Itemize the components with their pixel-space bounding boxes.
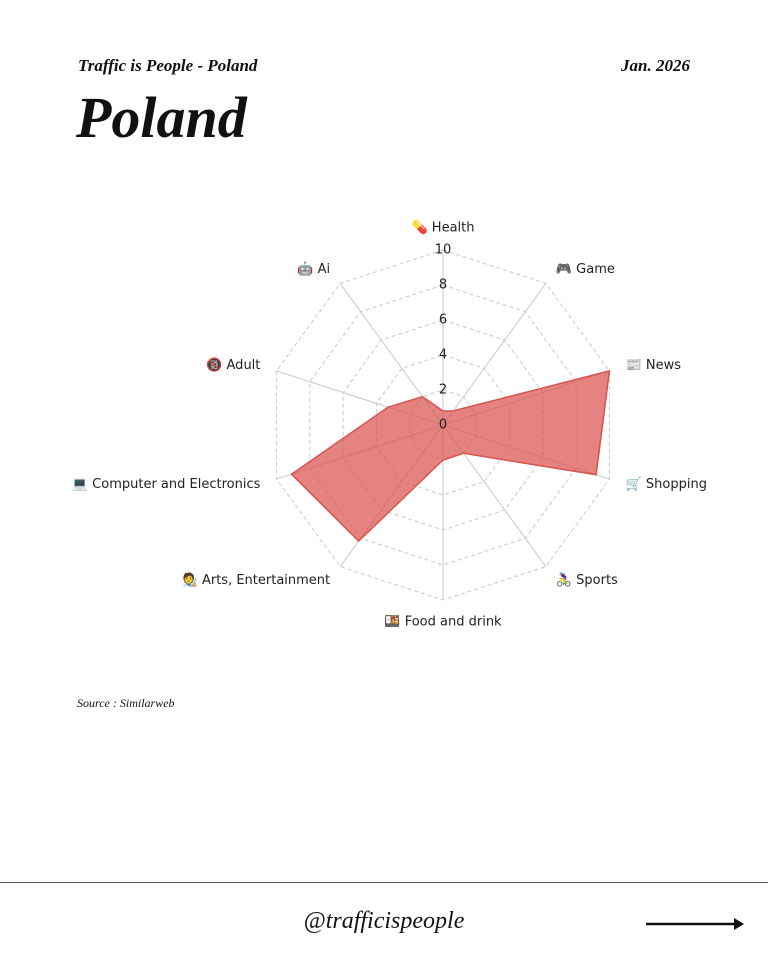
category-label: 🚴‍♀️ Sports [556, 572, 618, 588]
title: Poland [76, 85, 247, 150]
footer-line [0, 882, 768, 883]
r-tick-label: 0 [439, 418, 447, 433]
grid-ring [309, 284, 577, 566]
source: Source : Similarweb [77, 696, 175, 710]
category-label: 🤖 Ai [297, 261, 330, 277]
category-label: 🧑‍🎨 Arts, Entertainment [182, 571, 331, 588]
r-tick-label: 2 [439, 383, 447, 398]
next-arrow[interactable] [640, 914, 750, 934]
category-label: 🔞 Adult [206, 357, 260, 373]
date: Jan. 2026 [621, 56, 690, 75]
r-tick-label: 4 [439, 348, 447, 363]
category-label: 💊 Health [411, 219, 474, 236]
category-label: 📰 News [626, 358, 682, 373]
spoke [442, 283, 547, 426]
r-tick-label: 8 [439, 278, 447, 293]
radar-area [290, 369, 611, 543]
r-tick-label: 10 [435, 243, 452, 258]
r-tick-label: 6 [439, 313, 447, 328]
grid-ring [375, 354, 511, 496]
handle: @trafficispeople [303, 908, 465, 934]
category-label: 🍱 Food and drink [384, 615, 502, 630]
category-label: 🎮 Game [556, 262, 615, 277]
category-label: 🛒 Shopping [626, 476, 707, 492]
chart: 0 2 4 6 8 10 💊 Health 🎮 Game 📰 News 🛒 Shopping 🚴‍♀… [72, 219, 707, 630]
category-label: 💻 Computer and Electronics [72, 477, 261, 492]
subtitle: Traffic is People - Poland [78, 56, 258, 75]
